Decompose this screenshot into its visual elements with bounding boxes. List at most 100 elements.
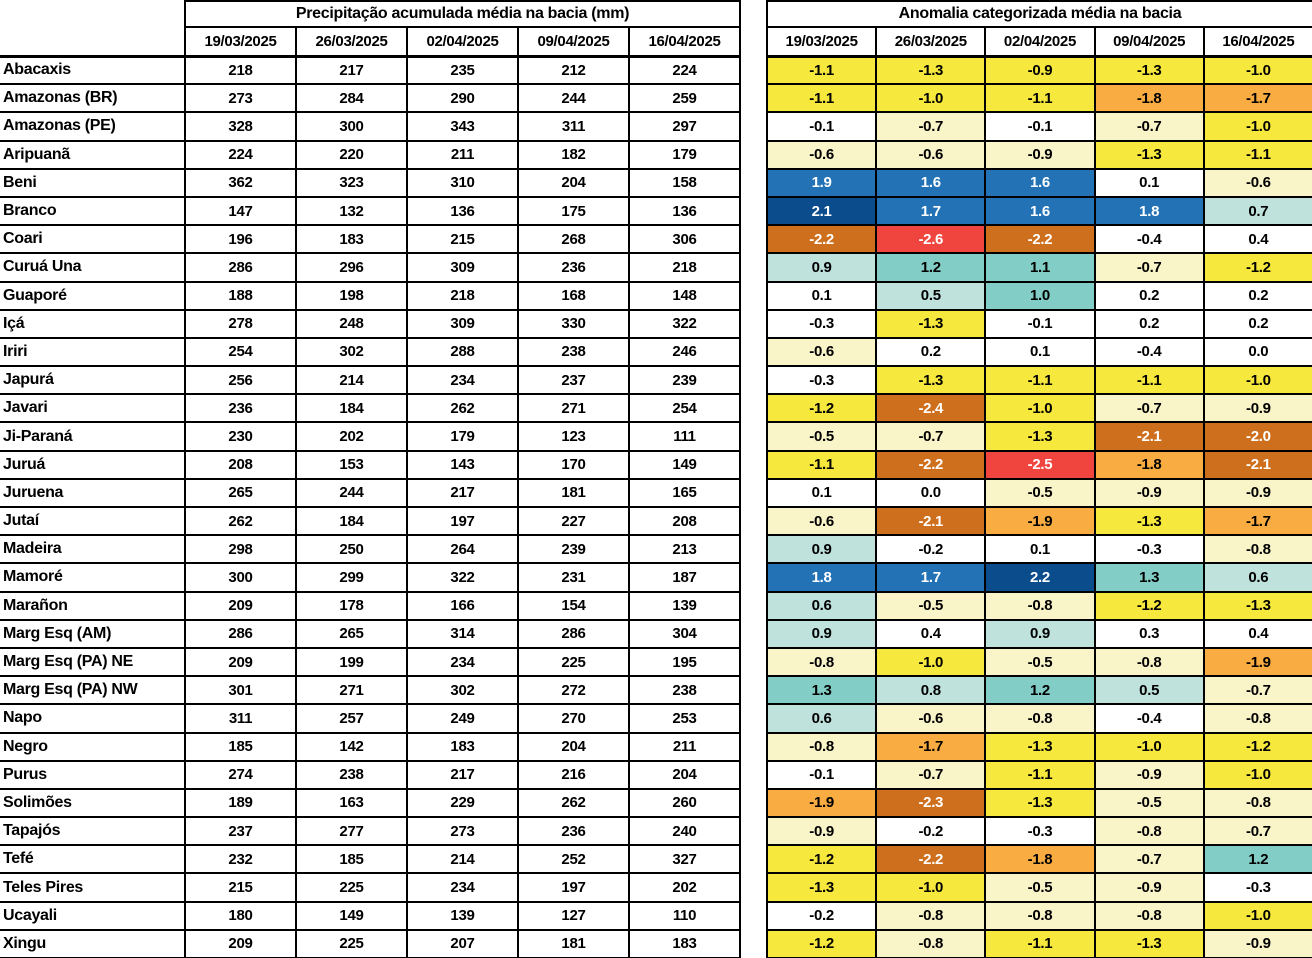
anomaly-cell: -1.3 [984,787,1096,819]
precip-cell: 240 [628,816,741,847]
anomaly-cell: -2.2 [875,844,987,875]
basin-label: Jutaí [0,505,186,537]
anomaly-cell: -1.0 [1202,54,1312,86]
precip-cell: 288 [406,336,519,368]
anomaly-cell: -1.3 [1093,928,1205,958]
anomaly-cell: -0.2 [765,900,878,931]
anomaly-cell: -1.2 [765,928,878,958]
basin-label: Xingu [0,928,186,958]
anomaly-row: -1.2 -2.4 -1.0 -0.7 -0.9 [765,393,1312,424]
precip-cell: 217 [406,477,519,509]
precip-cell: 314 [406,618,519,649]
anomaly-row: -0.6 -2.1 -1.9 -1.3 -1.7 [765,505,1312,537]
anomaly-cell: -0.8 [1202,703,1312,734]
anomaly-date-header-row: 19/03/2025 26/03/2025 02/04/2025 09/04/2025… [765,26,1312,58]
anomaly-cell: -1.3 [1093,54,1205,86]
precip-row: Abacaxis 218 217 235 212 224 [0,54,741,86]
precip-cell: 229 [406,787,519,819]
anomaly-cell: 0.2 [875,336,987,368]
precip-cell: 202 [628,872,741,903]
anomaly-cell: -0.8 [1093,646,1205,678]
anomaly-cell: -0.7 [1093,393,1205,424]
anomaly-cell: 0.2 [1093,308,1205,339]
basin-label: Tapajós [0,816,186,847]
anomaly-cell: -0.5 [984,477,1096,509]
anomaly-table-title: Anomalia categorizada média na bacia [766,0,1312,28]
precip-cell: 153 [295,449,408,480]
anomaly-cell: -1.1 [984,759,1096,790]
anomaly-cell: -1.3 [984,731,1096,762]
precip-cell: 183 [406,731,519,762]
anomaly-cell: -1.1 [984,83,1096,114]
basin-label: Ucayali [0,900,186,931]
anomaly-date-header-1: 26/03/2025 [875,26,987,58]
anomaly-cell: 1.6 [984,167,1096,198]
anomaly-cell: -0.6 [1202,167,1312,198]
basin-label: Japurá [0,365,186,396]
anomaly-cell: 0.4 [875,618,987,649]
precip-row: Negro 185 142 183 204 211 [0,731,741,762]
precip-date-header-3: 09/04/2025 [517,26,630,58]
anomaly-cell: -0.8 [1202,534,1312,565]
anomaly-cell: -0.8 [875,900,987,931]
anomaly-cell: -0.5 [984,646,1096,678]
precip-cell: 132 [295,195,408,227]
precip-cell: 211 [628,731,741,762]
precip-row: Madeira 298 250 264 239 213 [0,534,741,565]
precip-cell: 208 [628,505,741,537]
precip-cell: 224 [184,139,297,170]
anomaly-cell: -1.1 [984,928,1096,958]
anomaly-cell: -0.8 [984,703,1096,734]
anomaly-cell: 2.1 [765,195,878,227]
precip-row: Xingu 209 225 207 181 183 [0,928,741,958]
basin-label: Marg Esq (PA) NE [0,646,186,678]
precip-cell: 185 [184,731,297,762]
anomaly-cell: 0.5 [875,280,987,311]
precip-cell: 181 [517,477,630,509]
anomaly-cell: -2.1 [875,505,987,537]
precip-row: Marg Esq (PA) NE 209 199 234 225 195 [0,646,741,678]
precip-row: Juruena 265 244 217 181 165 [0,477,741,509]
precip-row: Japurá 256 214 234 237 239 [0,365,741,396]
precip-cell: 268 [517,224,630,255]
anomaly-cell: -1.8 [1093,83,1205,114]
precip-cell: 123 [517,421,630,452]
anomaly-row: -0.1 -0.7 -1.1 -0.9 -1.0 [765,759,1312,790]
precip-cell: 244 [295,477,408,509]
anomaly-cell: -0.9 [1202,928,1312,958]
anomaly-date-header-2: 02/04/2025 [984,26,1096,58]
anomaly-cell: 1.2 [875,252,987,283]
precip-row: Branco 147 132 136 175 136 [0,195,741,227]
anomaly-cell: -0.9 [984,54,1096,86]
anomaly-cell: 1.7 [875,195,987,227]
anomaly-cell: -0.9 [1093,872,1205,903]
precip-row: Amazonas (PE) 328 300 343 311 297 [0,111,741,142]
anomaly-cell: -2.0 [1202,421,1312,452]
precip-row: Marg Esq (AM) 286 265 314 286 304 [0,618,741,649]
anomaly-cell: -0.1 [984,308,1096,339]
anomaly-cell: 1.2 [984,675,1096,706]
anomaly-row: -0.3 -1.3 -1.1 -1.1 -1.0 [765,365,1312,396]
precip-cell: 182 [517,139,630,170]
anomaly-row: 0.9 1.2 1.1 -0.7 -1.2 [765,252,1312,283]
precip-cell: 197 [406,505,519,537]
anomaly-cell: 0.1 [765,477,878,509]
precip-cell: 300 [184,562,297,593]
anomaly-row: 0.9 -0.2 0.1 -0.3 -0.8 [765,534,1312,565]
anomaly-cell: 0.4 [1202,224,1312,255]
anomaly-cell: -0.7 [1202,816,1312,847]
precip-cell: 286 [184,252,297,283]
anomaly-cell: -1.3 [875,308,987,339]
anomaly-cell: -0.7 [1093,111,1205,142]
precip-row: Tapajós 237 277 273 236 240 [0,816,741,847]
anomaly-cell: 0.3 [1093,618,1205,649]
precip-row: Ucayali 180 149 139 127 110 [0,900,741,931]
precip-cell: 195 [628,646,741,678]
precip-cell: 237 [184,816,297,847]
anomaly-cell: -0.5 [984,872,1096,903]
anomaly-cell: -1.1 [1202,139,1312,170]
precip-row: Purus 274 238 217 216 204 [0,759,741,790]
precip-cell: 163 [295,787,408,819]
anomaly-cell: -1.8 [984,844,1096,875]
precip-cell: 225 [517,646,630,678]
